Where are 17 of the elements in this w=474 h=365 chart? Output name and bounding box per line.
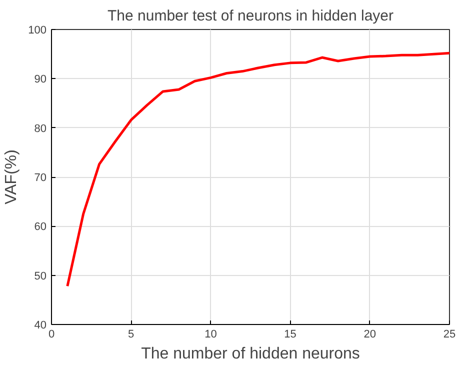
x-tick-label: 20 bbox=[364, 328, 376, 340]
y-tick-label: 50 bbox=[34, 270, 47, 282]
y-tick-label: 70 bbox=[34, 172, 47, 184]
x-tick-label: 10 bbox=[204, 328, 217, 340]
line-series bbox=[66, 52, 450, 288]
chart-title: The number test of neurons in hidden layer bbox=[108, 8, 394, 24]
x-tick-label: 15 bbox=[284, 328, 296, 340]
x-tick-label: 5 bbox=[128, 328, 134, 340]
y-tick-label: 80 bbox=[34, 122, 47, 135]
x-tick-label: 0 bbox=[48, 328, 55, 340]
y-tick-label: 100 bbox=[28, 24, 47, 36]
y-tick-label: 90 bbox=[34, 74, 47, 86]
y-tick-label: 60 bbox=[34, 221, 47, 234]
x-tick-label: 25 bbox=[443, 328, 456, 340]
y-tick-label: 40 bbox=[34, 320, 47, 332]
y-axis-title: VAF(%) bbox=[3, 150, 20, 204]
x-axis-title: The number of hidden neurons bbox=[141, 346, 360, 362]
